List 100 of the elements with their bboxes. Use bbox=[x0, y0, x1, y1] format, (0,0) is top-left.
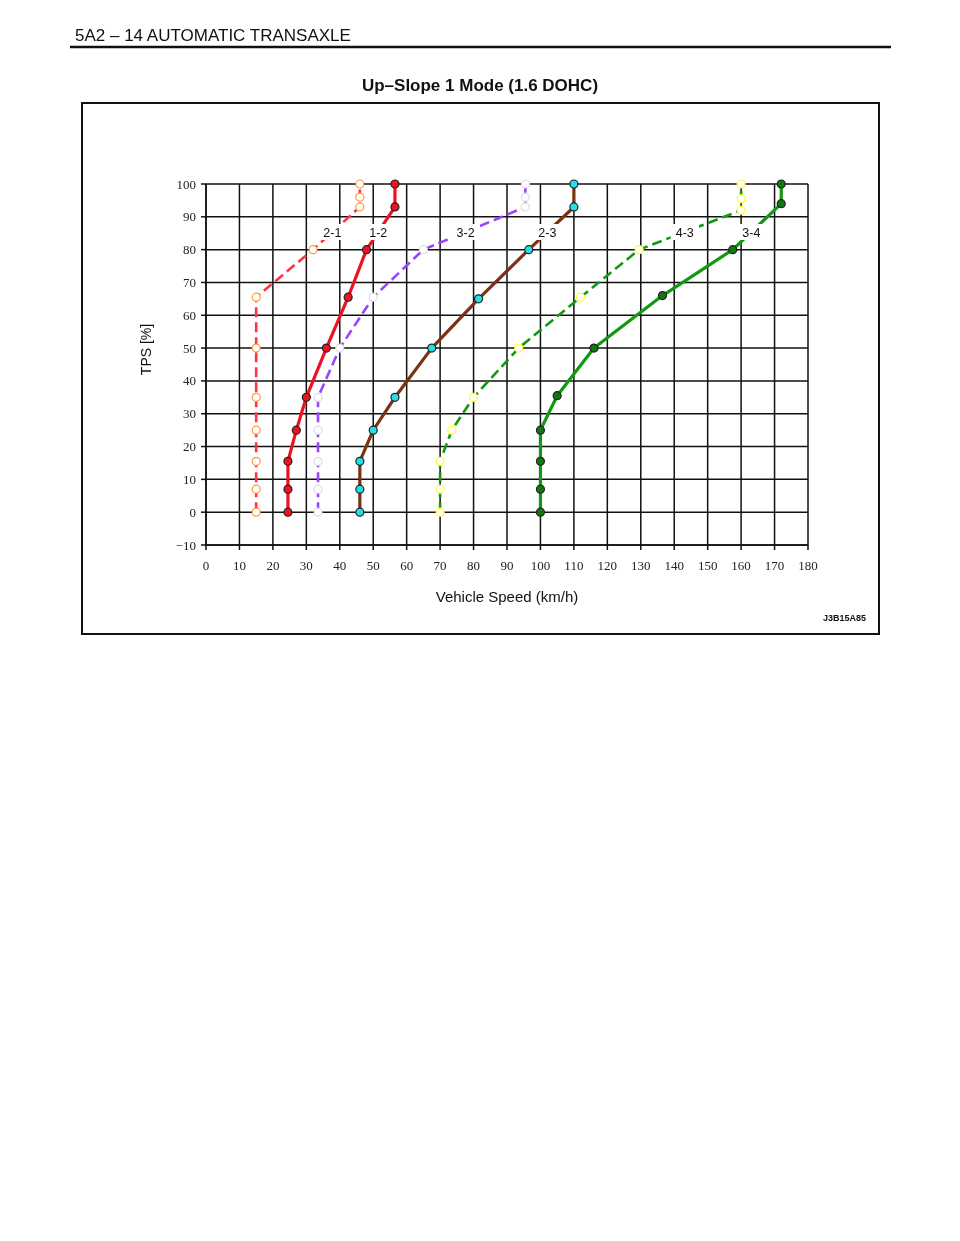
point bbox=[575, 292, 586, 302]
point bbox=[368, 425, 378, 435]
point bbox=[283, 507, 293, 517]
point bbox=[569, 202, 579, 212]
x-tick-label: 170 bbox=[764, 558, 785, 573]
x-tick-label: 120 bbox=[597, 558, 618, 573]
point bbox=[251, 292, 261, 302]
point bbox=[435, 507, 445, 517]
point bbox=[736, 194, 746, 204]
y-tick-label: 100 bbox=[176, 176, 196, 192]
point bbox=[251, 392, 261, 402]
x-tick-label: 20 bbox=[266, 558, 280, 573]
y-tick-label: 0 bbox=[189, 504, 196, 520]
x-tick-label: 150 bbox=[697, 558, 718, 573]
x-tick-label: 30 bbox=[299, 558, 313, 573]
series-label: 4-3 bbox=[675, 225, 694, 240]
point bbox=[313, 484, 323, 494]
text: 5A2 – 14 AUTOMATIC TRANSAXLE bbox=[75, 26, 351, 45]
point bbox=[552, 391, 562, 401]
point bbox=[520, 179, 530, 189]
point bbox=[355, 179, 365, 189]
chart-title: Up–Slope 1 Mode (1.6 DOHC) bbox=[361, 76, 599, 95]
y-tick-label: 90 bbox=[183, 209, 196, 225]
y-tick-label: 40 bbox=[183, 373, 196, 389]
series-label: 3-2 bbox=[456, 225, 475, 240]
point bbox=[291, 425, 301, 435]
x-tick-label: 110 bbox=[564, 558, 584, 573]
x-tick-label: 40 bbox=[333, 558, 347, 573]
y-tick-label: 70 bbox=[183, 274, 196, 290]
x-tick-label: 140 bbox=[664, 558, 684, 573]
x-tick-label: 0 bbox=[202, 558, 210, 573]
y-tick-label: 30 bbox=[183, 406, 196, 422]
point bbox=[343, 292, 353, 302]
point bbox=[657, 290, 668, 301]
y-axis-title: TPS [%] bbox=[138, 323, 154, 376]
point bbox=[468, 392, 479, 402]
x-tick-label: 50 bbox=[366, 558, 380, 573]
point bbox=[251, 507, 261, 517]
point bbox=[355, 202, 365, 212]
y-tick-label: 10 bbox=[183, 471, 196, 487]
x-tick-label: 130 bbox=[631, 558, 651, 573]
point bbox=[301, 392, 311, 402]
point bbox=[313, 456, 323, 466]
point bbox=[368, 292, 378, 302]
point bbox=[427, 343, 437, 353]
point bbox=[514, 343, 524, 353]
point bbox=[520, 192, 530, 202]
point bbox=[535, 484, 546, 494]
y-tick-label: 80 bbox=[183, 242, 196, 258]
point bbox=[313, 425, 323, 435]
x-tick-label: 60 bbox=[400, 558, 414, 573]
point bbox=[355, 456, 365, 466]
point bbox=[335, 343, 345, 353]
point bbox=[634, 245, 644, 255]
point bbox=[390, 392, 400, 402]
point bbox=[776, 199, 786, 209]
point bbox=[418, 245, 428, 255]
point bbox=[520, 202, 530, 212]
y-tick-label: 50 bbox=[183, 340, 196, 356]
y-tick-label: 60 bbox=[183, 307, 196, 323]
x-tick-label: 100 bbox=[530, 558, 551, 573]
point bbox=[776, 179, 786, 189]
point bbox=[535, 425, 546, 435]
point bbox=[589, 343, 599, 353]
x-tick-label: 80 bbox=[467, 558, 481, 573]
series-label: 1-2 bbox=[369, 225, 388, 240]
series-label: 3-4 bbox=[742, 225, 761, 240]
point bbox=[435, 456, 445, 466]
point bbox=[736, 205, 746, 215]
point bbox=[524, 245, 534, 255]
series-label: 2-1 bbox=[323, 225, 342, 240]
point bbox=[283, 484, 293, 494]
point bbox=[251, 484, 261, 494]
point bbox=[390, 202, 400, 212]
point bbox=[535, 456, 546, 466]
y-tick-label: 20 bbox=[183, 439, 196, 455]
point bbox=[251, 425, 261, 435]
point bbox=[355, 507, 365, 517]
point bbox=[321, 343, 331, 353]
x-tick-label: 180 bbox=[798, 558, 818, 573]
point bbox=[535, 507, 546, 517]
point bbox=[313, 507, 323, 517]
point bbox=[251, 343, 261, 353]
point bbox=[361, 245, 372, 255]
text: J3B15A85 bbox=[822, 613, 866, 623]
x-axis-title: Vehicle Speed (km/h) bbox=[435, 588, 579, 605]
point bbox=[736, 179, 746, 189]
point bbox=[447, 425, 457, 435]
point bbox=[569, 179, 579, 189]
point bbox=[251, 456, 261, 466]
point bbox=[308, 245, 318, 255]
point bbox=[355, 484, 365, 494]
point bbox=[355, 192, 365, 202]
x-tick-label: 160 bbox=[731, 558, 751, 573]
x-tick-label: 10 bbox=[232, 558, 246, 573]
point bbox=[390, 179, 400, 189]
point bbox=[435, 484, 445, 494]
point bbox=[473, 294, 484, 304]
y-tick-label: −10 bbox=[175, 537, 196, 553]
point bbox=[313, 392, 323, 402]
